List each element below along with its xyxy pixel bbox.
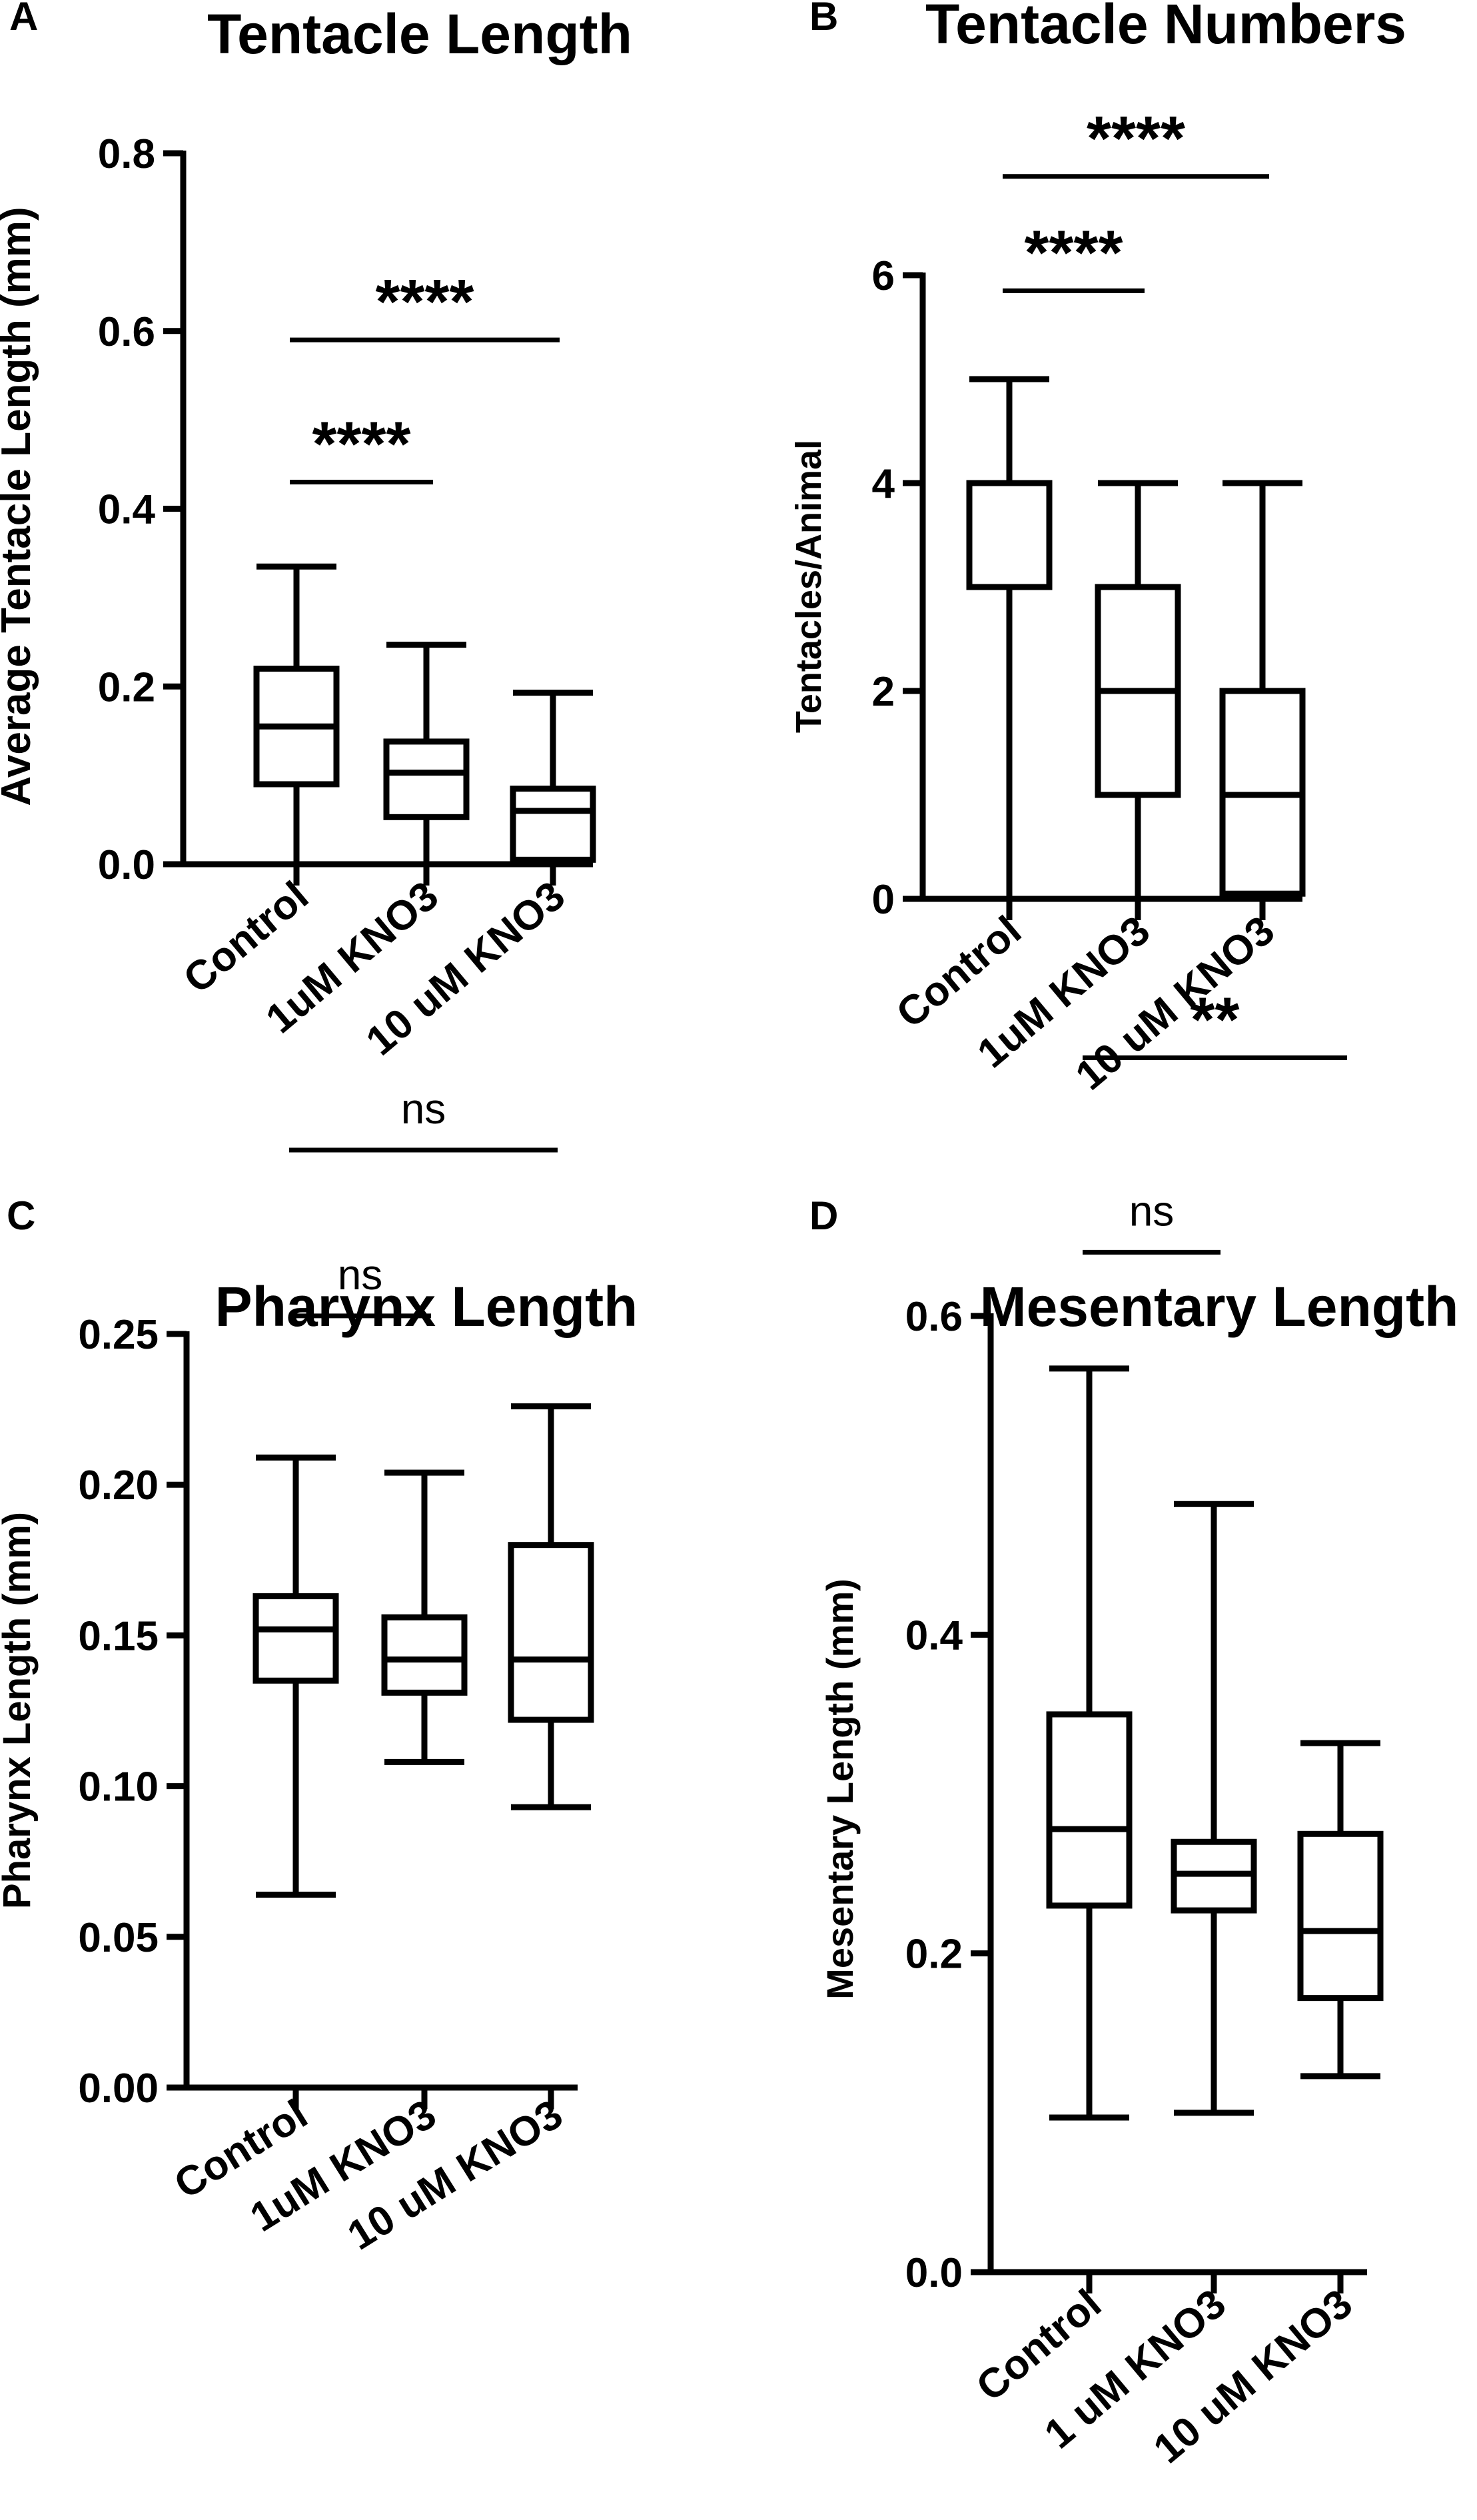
- y-axis-label: Tentacles/Animal: [789, 440, 829, 733]
- y-tick-label: 0.2: [905, 1932, 963, 1978]
- panel-letter: A: [9, 0, 38, 39]
- interquartile-box: [383, 738, 470, 820]
- significance-label: ****: [1025, 217, 1123, 288]
- y-tick-label: 0.6: [98, 309, 155, 355]
- box-plot: [1297, 1740, 1384, 2080]
- y-tick-label: 0.0: [98, 842, 155, 888]
- y-tick-label: 0.8: [98, 131, 155, 177]
- chart-title: Tentacle Length: [207, 3, 632, 65]
- box-plot: [252, 1454, 339, 1898]
- panel-letter: B: [809, 0, 838, 39]
- y-tick-label: 0: [872, 877, 895, 923]
- interquartile-box: [966, 480, 1053, 590]
- interquartile-box: [1046, 1711, 1133, 1909]
- panel-b: B Tentacle NumbersTentacles/Animal0246Con…: [789, 0, 1406, 1099]
- box-plot: [510, 690, 596, 868]
- y-tick-label: 6: [872, 253, 895, 299]
- panel-d: D Mesentary Length Mesentary Length (mm) 0.…: [809, 985, 1458, 2473]
- box-plot: [1219, 480, 1306, 902]
- panel-c: C Pharynx Length Pharynx Length (mm) 0.00 0.…: [0, 1085, 638, 2259]
- box-plot: [1171, 1501, 1257, 2116]
- y-axis-label: Pharynx Length (mm): [0, 1512, 39, 1909]
- y-tick-label: 0.05: [78, 1915, 159, 1961]
- box-plot: [508, 1403, 594, 1810]
- box-plot: [966, 376, 1053, 902]
- chart-title: Mesentary Length: [980, 1275, 1459, 1338]
- y-tick-label: 0.20: [78, 1463, 159, 1509]
- significance-label: ns: [1129, 1187, 1175, 1235]
- y-tick-label: 2: [872, 669, 895, 715]
- y-tick-label: 0.10: [78, 1764, 159, 1810]
- y-tick-label: 0.4: [98, 487, 156, 533]
- significance-label: ****: [1087, 103, 1185, 174]
- y-tick-label: 0.00: [78, 2066, 159, 2112]
- y-tick-label: 0.15: [78, 1613, 159, 1659]
- box-plot: [381, 1469, 468, 1765]
- interquartile-box: [510, 786, 596, 863]
- y-tick-label: 4: [872, 461, 895, 507]
- significance-label: ns: [401, 1085, 446, 1133]
- box-plot: [1095, 480, 1181, 902]
- y-tick-label: 0.0: [905, 2250, 963, 2296]
- panel-a: A Tentacle Length Average Tentacle Length …: [0, 0, 632, 1064]
- y-tick-label: 0.2: [98, 664, 155, 710]
- interquartile-box: [381, 1614, 468, 1696]
- y-tick-label: 0.25: [78, 1312, 159, 1358]
- box-plot: [253, 563, 340, 868]
- significance-label: **: [1191, 985, 1240, 1055]
- panel-letter: D: [809, 1193, 838, 1238]
- panel-letter: C: [7, 1193, 35, 1238]
- y-axis-label: Mesentary Length (mm): [819, 1578, 861, 2000]
- y-tick-label: 0.4: [905, 1612, 963, 1658]
- significance-label: ****: [376, 267, 474, 337]
- chart-title: Pharynx Length: [215, 1275, 638, 1338]
- interquartile-box: [1297, 1830, 1384, 2002]
- significance-label: ns: [338, 1251, 383, 1299]
- interquartile-box: [252, 1593, 339, 1684]
- significance-label: ****: [312, 408, 411, 479]
- y-axis-label: Average Tentacle Length (mm): [0, 207, 39, 806]
- y-tick-label: 0.6: [905, 1294, 963, 1340]
- box-plot: [383, 642, 470, 868]
- x-category-label: 10 uM KNO3: [340, 2091, 570, 2259]
- interquartile-box: [508, 1542, 594, 1723]
- chart-title: Tentacle Numbers: [925, 0, 1406, 55]
- box-plot: [1046, 1365, 1133, 2121]
